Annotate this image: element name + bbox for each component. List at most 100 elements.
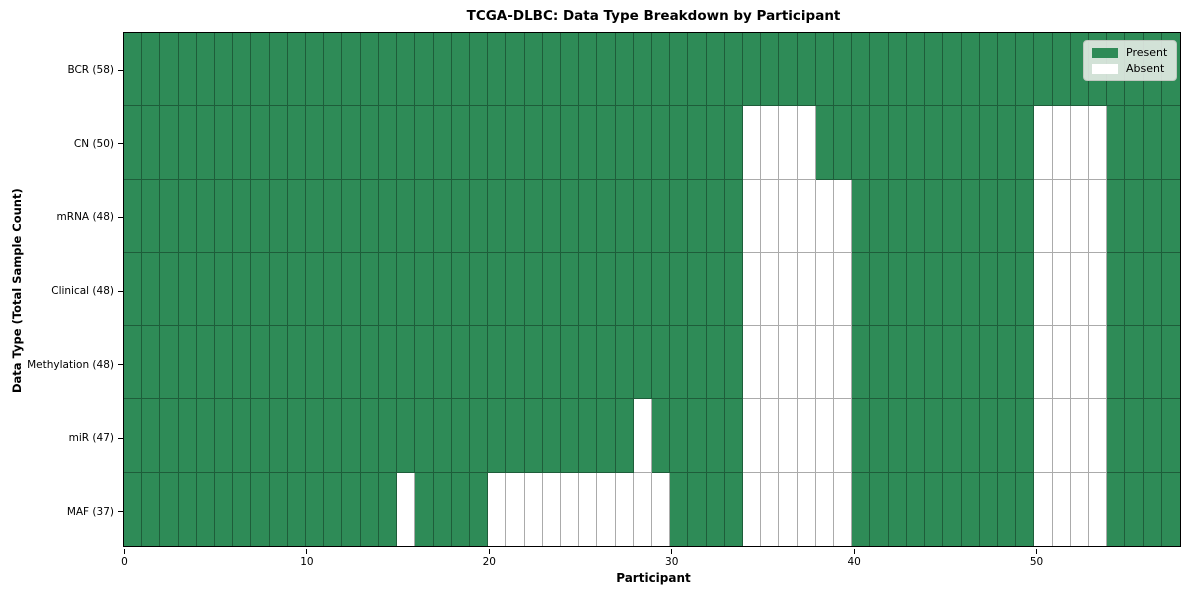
heatmap-cell	[524, 326, 543, 400]
heatmap-cell	[1088, 252, 1108, 327]
heatmap-cell	[743, 179, 762, 253]
heatmap-cell	[670, 326, 689, 400]
y-tick-mark	[118, 69, 123, 71]
heatmap-cell	[961, 252, 980, 327]
heatmap-cell	[1052, 33, 1071, 107]
heatmap-cell	[925, 399, 944, 473]
heatmap-cell	[834, 472, 853, 546]
heatmap-cell	[1088, 326, 1108, 400]
heatmap-cell	[397, 179, 416, 253]
heatmap-cell	[834, 179, 853, 253]
heatmap-cell	[925, 472, 944, 546]
heatmap-cell	[651, 326, 671, 400]
heatmap-cell	[943, 399, 962, 473]
heatmap-cell	[761, 252, 780, 327]
heatmap-cell	[1016, 179, 1035, 253]
heatmap-cell	[852, 252, 871, 327]
heatmap-cell	[870, 179, 889, 253]
heatmap-cell	[1052, 179, 1071, 253]
heatmap-cell	[124, 399, 143, 473]
heatmap-cell	[451, 399, 470, 473]
heatmap-cell	[743, 326, 762, 400]
heatmap-cell	[688, 326, 707, 400]
heatmap-cell	[670, 33, 689, 107]
heatmap-cell	[306, 106, 325, 180]
heatmap-cell	[979, 326, 998, 400]
heatmap-cell	[142, 33, 161, 107]
legend-item-present: Present	[1092, 47, 1168, 58]
heatmap-cell	[287, 399, 307, 473]
heatmap-cell	[651, 179, 671, 253]
heatmap-cell	[360, 326, 379, 400]
heatmap-cell	[670, 106, 689, 180]
x-tick-mark	[124, 549, 125, 554]
heatmap-cell	[215, 399, 234, 473]
heatmap-cell	[815, 399, 835, 473]
heatmap-cell	[397, 326, 416, 400]
heatmap-cell	[433, 106, 452, 180]
heatmap-cell	[415, 179, 434, 253]
heatmap-cell	[906, 33, 926, 107]
heatmap-cell	[469, 252, 489, 327]
x-tick-mark	[306, 549, 308, 554]
heatmap-cell	[870, 106, 889, 180]
heatmap-cell	[524, 33, 543, 107]
heatmap-cell	[706, 472, 725, 546]
heatmap-cell	[433, 179, 452, 253]
heatmap-cell	[925, 179, 944, 253]
heatmap-cell	[451, 33, 470, 107]
heatmap-cell	[542, 472, 561, 546]
heatmap-cell	[233, 33, 252, 107]
y-tick-label: Methylation (48)	[27, 358, 114, 371]
heatmap-cell	[196, 472, 216, 546]
heatmap-cell	[378, 399, 398, 473]
heatmap-cell	[943, 326, 962, 400]
heatmap-cell	[997, 399, 1017, 473]
heatmap-cell	[269, 399, 288, 473]
heatmap-cell	[215, 179, 234, 253]
heatmap-cell	[269, 106, 288, 180]
heatmap-cell	[633, 472, 652, 546]
heatmap-cell	[815, 252, 835, 327]
heatmap-cell	[724, 252, 744, 327]
heatmap-cell	[834, 106, 853, 180]
heatmap-cell	[542, 399, 561, 473]
heatmap-cell	[342, 33, 361, 107]
heatmap-cell	[451, 326, 470, 400]
heatmap-cell	[342, 326, 361, 400]
y-tick-label: MAF (37)	[66, 505, 114, 518]
heatmap-cell	[706, 399, 725, 473]
heatmap-cell	[925, 326, 944, 400]
heatmap-cell	[433, 472, 452, 546]
heatmap-cell	[324, 326, 343, 400]
heatmap-cell	[560, 33, 580, 107]
heatmap-cell	[1088, 179, 1108, 253]
heatmap-cell	[1143, 472, 1162, 546]
heatmap-cell	[579, 472, 598, 546]
heatmap-cell	[1034, 472, 1053, 546]
heatmap-cell	[560, 326, 580, 400]
heatmap-cell	[670, 179, 689, 253]
heatmap-cell	[324, 106, 343, 180]
heatmap-cell	[597, 33, 616, 107]
heatmap-cell	[306, 326, 325, 400]
y-tick-label: mRNA (48)	[56, 211, 114, 224]
heatmap-cell	[488, 252, 507, 327]
heatmap-cell	[142, 326, 161, 400]
heatmap-cell	[251, 399, 270, 473]
heatmap-cell	[1016, 472, 1035, 546]
heatmap-cell	[651, 33, 671, 107]
heatmap-cell	[378, 179, 398, 253]
heatmap-cell	[761, 179, 780, 253]
heatmap-cell	[1107, 326, 1126, 400]
heatmap-cell	[1070, 472, 1089, 546]
heatmap-cell	[488, 106, 507, 180]
heatmap-cell	[269, 179, 288, 253]
heatmap-cell	[1052, 106, 1071, 180]
heatmap-cell	[943, 33, 962, 107]
heatmap-cell	[469, 33, 489, 107]
heatmap-cell	[124, 326, 143, 400]
heatmap-cell	[542, 326, 561, 400]
heatmap-cell	[178, 179, 197, 253]
heatmap-cell	[651, 106, 671, 180]
